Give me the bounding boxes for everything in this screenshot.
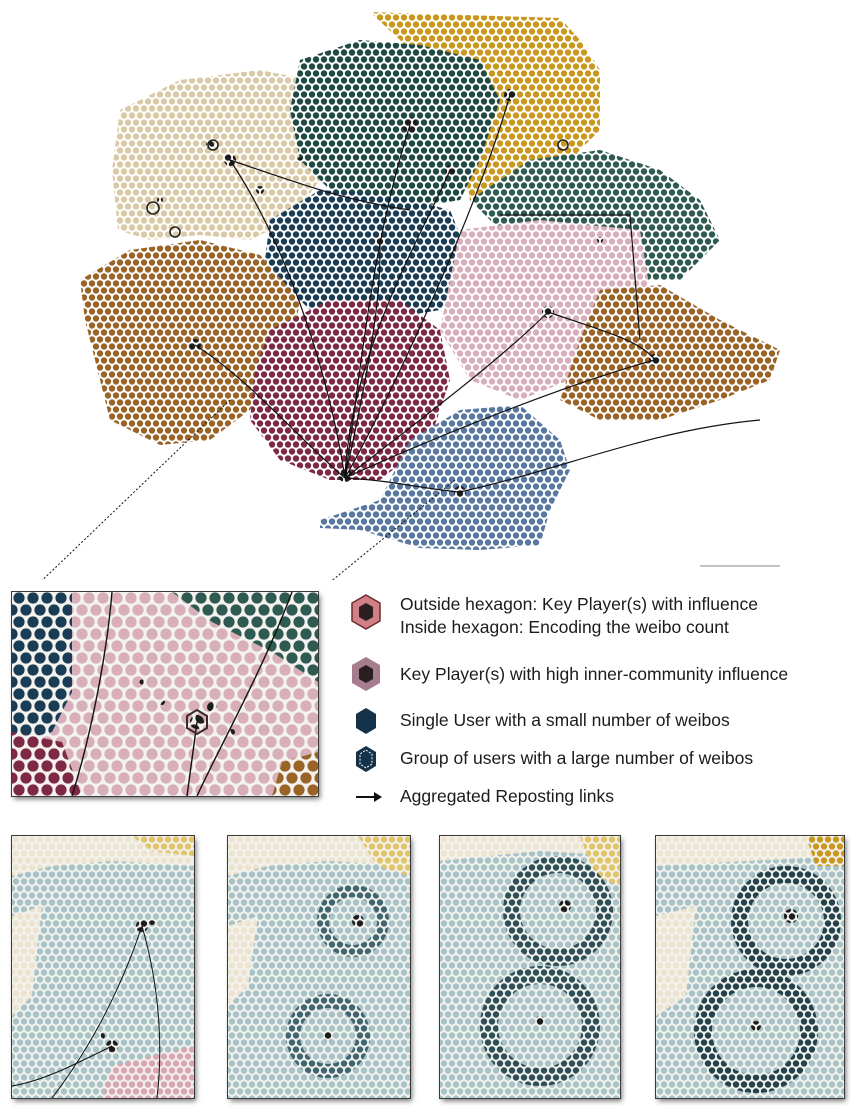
hexagon-outlined-icon bbox=[351, 594, 381, 630]
community-navy bbox=[265, 190, 470, 320]
legend-item-key-player: Outside hexagon: Key Player(s) with infl… bbox=[342, 592, 852, 637]
legend-label: Group of users with a large number of we… bbox=[400, 748, 754, 768]
zoom-inset bbox=[12, 592, 318, 796]
community-hexagon-map bbox=[41, 12, 780, 580]
legend-label: Outside hexagon: Key Player(s) with infl… bbox=[400, 594, 758, 614]
legend-sublabel: Inside hexagon: Encoding the weibo count bbox=[400, 617, 729, 637]
legend-label: Single User with a small number of weibo… bbox=[400, 710, 730, 730]
stage-panel-3 bbox=[440, 836, 620, 1098]
legend-label: Aggregated Reposting links bbox=[400, 786, 615, 806]
hexagon-dotted-icon bbox=[356, 746, 376, 772]
arrow-right-icon bbox=[356, 792, 382, 802]
stage-panel-1 bbox=[12, 836, 194, 1098]
legend-item-reposting-links: Aggregated Reposting links bbox=[342, 778, 852, 818]
legend-item-group-users: Group of users with a large number of we… bbox=[342, 740, 852, 780]
legend-item-single-user: Single User with a small number of weibo… bbox=[342, 702, 852, 742]
hexagon-mauve-icon bbox=[352, 657, 380, 691]
stage-panel-2 bbox=[228, 836, 410, 1098]
stage-panel-4 bbox=[656, 836, 844, 1098]
legend-item-inner-community: Key Player(s) with high inner-community … bbox=[342, 654, 852, 694]
community-blue bbox=[320, 405, 570, 550]
legend-label: Key Player(s) with high inner-community … bbox=[400, 664, 789, 684]
community-brown-right bbox=[560, 285, 780, 420]
hexagon-solid-icon bbox=[356, 708, 376, 734]
reposting-links bbox=[194, 94, 761, 493]
community-beige bbox=[112, 70, 330, 240]
